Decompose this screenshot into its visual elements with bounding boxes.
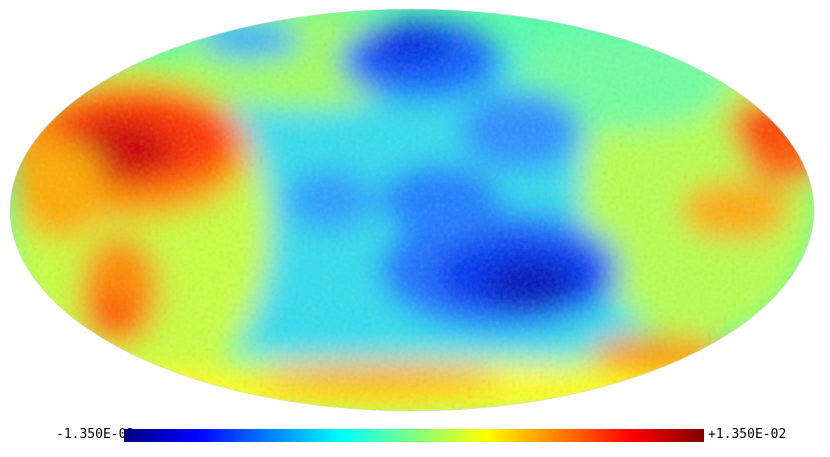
colorbar-min-label: -1.350E-02 bbox=[56, 427, 135, 442]
map-field bbox=[10, 9, 814, 411]
colorbar-max-label: +1.350E-02 bbox=[708, 427, 787, 442]
mollweide-sky-map bbox=[9, 8, 815, 412]
colorbar bbox=[124, 429, 704, 442]
